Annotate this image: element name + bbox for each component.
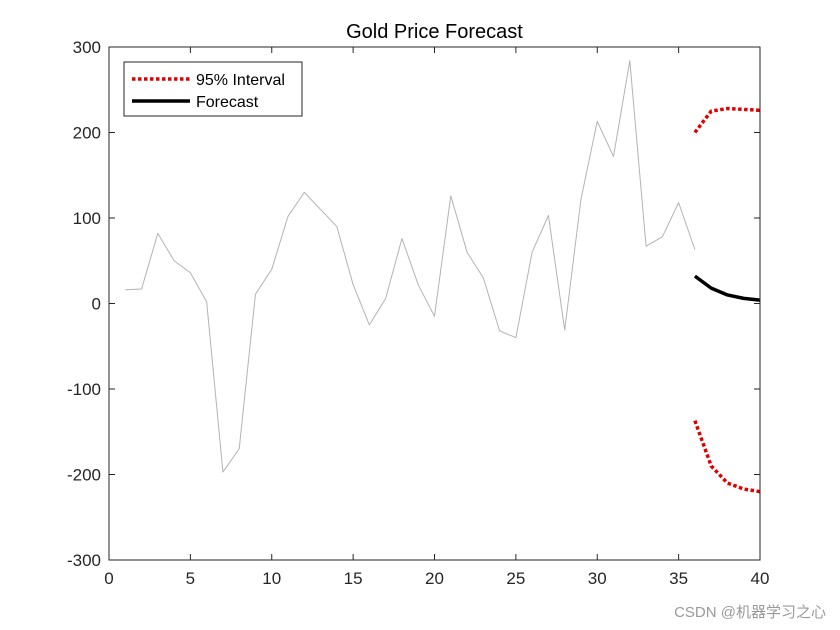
chart-title: Gold Price Forecast — [346, 21, 523, 43]
series-forecast — [693, 274, 760, 302]
plot-area — [109, 47, 760, 560]
y-tick-label: -200 — [67, 466, 101, 485]
y-tick-label: 200 — [73, 124, 101, 143]
series-layer — [125, 60, 760, 494]
x-tick-label: 25 — [506, 569, 525, 588]
x-tick-label: 40 — [751, 569, 770, 588]
y-tick-label: -100 — [67, 380, 101, 399]
axes-layer: 0 5 10 15 20 25 30 35 40 -300 -200 -100 0 100 200 300 — [67, 38, 769, 588]
y-tick-label: 0 — [92, 295, 101, 314]
legend-label-forecast: Forecast — [196, 94, 259, 111]
x-tick-label: 10 — [262, 569, 281, 588]
plot-background — [109, 47, 760, 560]
y-tick-label: 300 — [73, 38, 101, 57]
x-tick-label: 5 — [186, 569, 195, 588]
x-tick-label: 15 — [344, 569, 363, 588]
y-tick-label: 100 — [73, 209, 101, 228]
x-tick-label: 0 — [104, 569, 113, 588]
series-observed — [125, 60, 696, 473]
legend-label-interval_upper: 95% Interval — [196, 72, 285, 89]
x-tick-label: 20 — [425, 569, 444, 588]
legend-box — [123, 61, 303, 117]
x-tick-label: 35 — [669, 569, 688, 588]
series-interval_upper — [693, 106, 760, 134]
y-tick-label: -300 — [67, 551, 101, 570]
series-interval_lower — [693, 420, 760, 494]
x-tick-label: 30 — [588, 569, 607, 588]
legend: 95% Interval Forecast — [123, 61, 303, 117]
watermark: CSDN @机器学习之心 — [674, 604, 826, 621]
